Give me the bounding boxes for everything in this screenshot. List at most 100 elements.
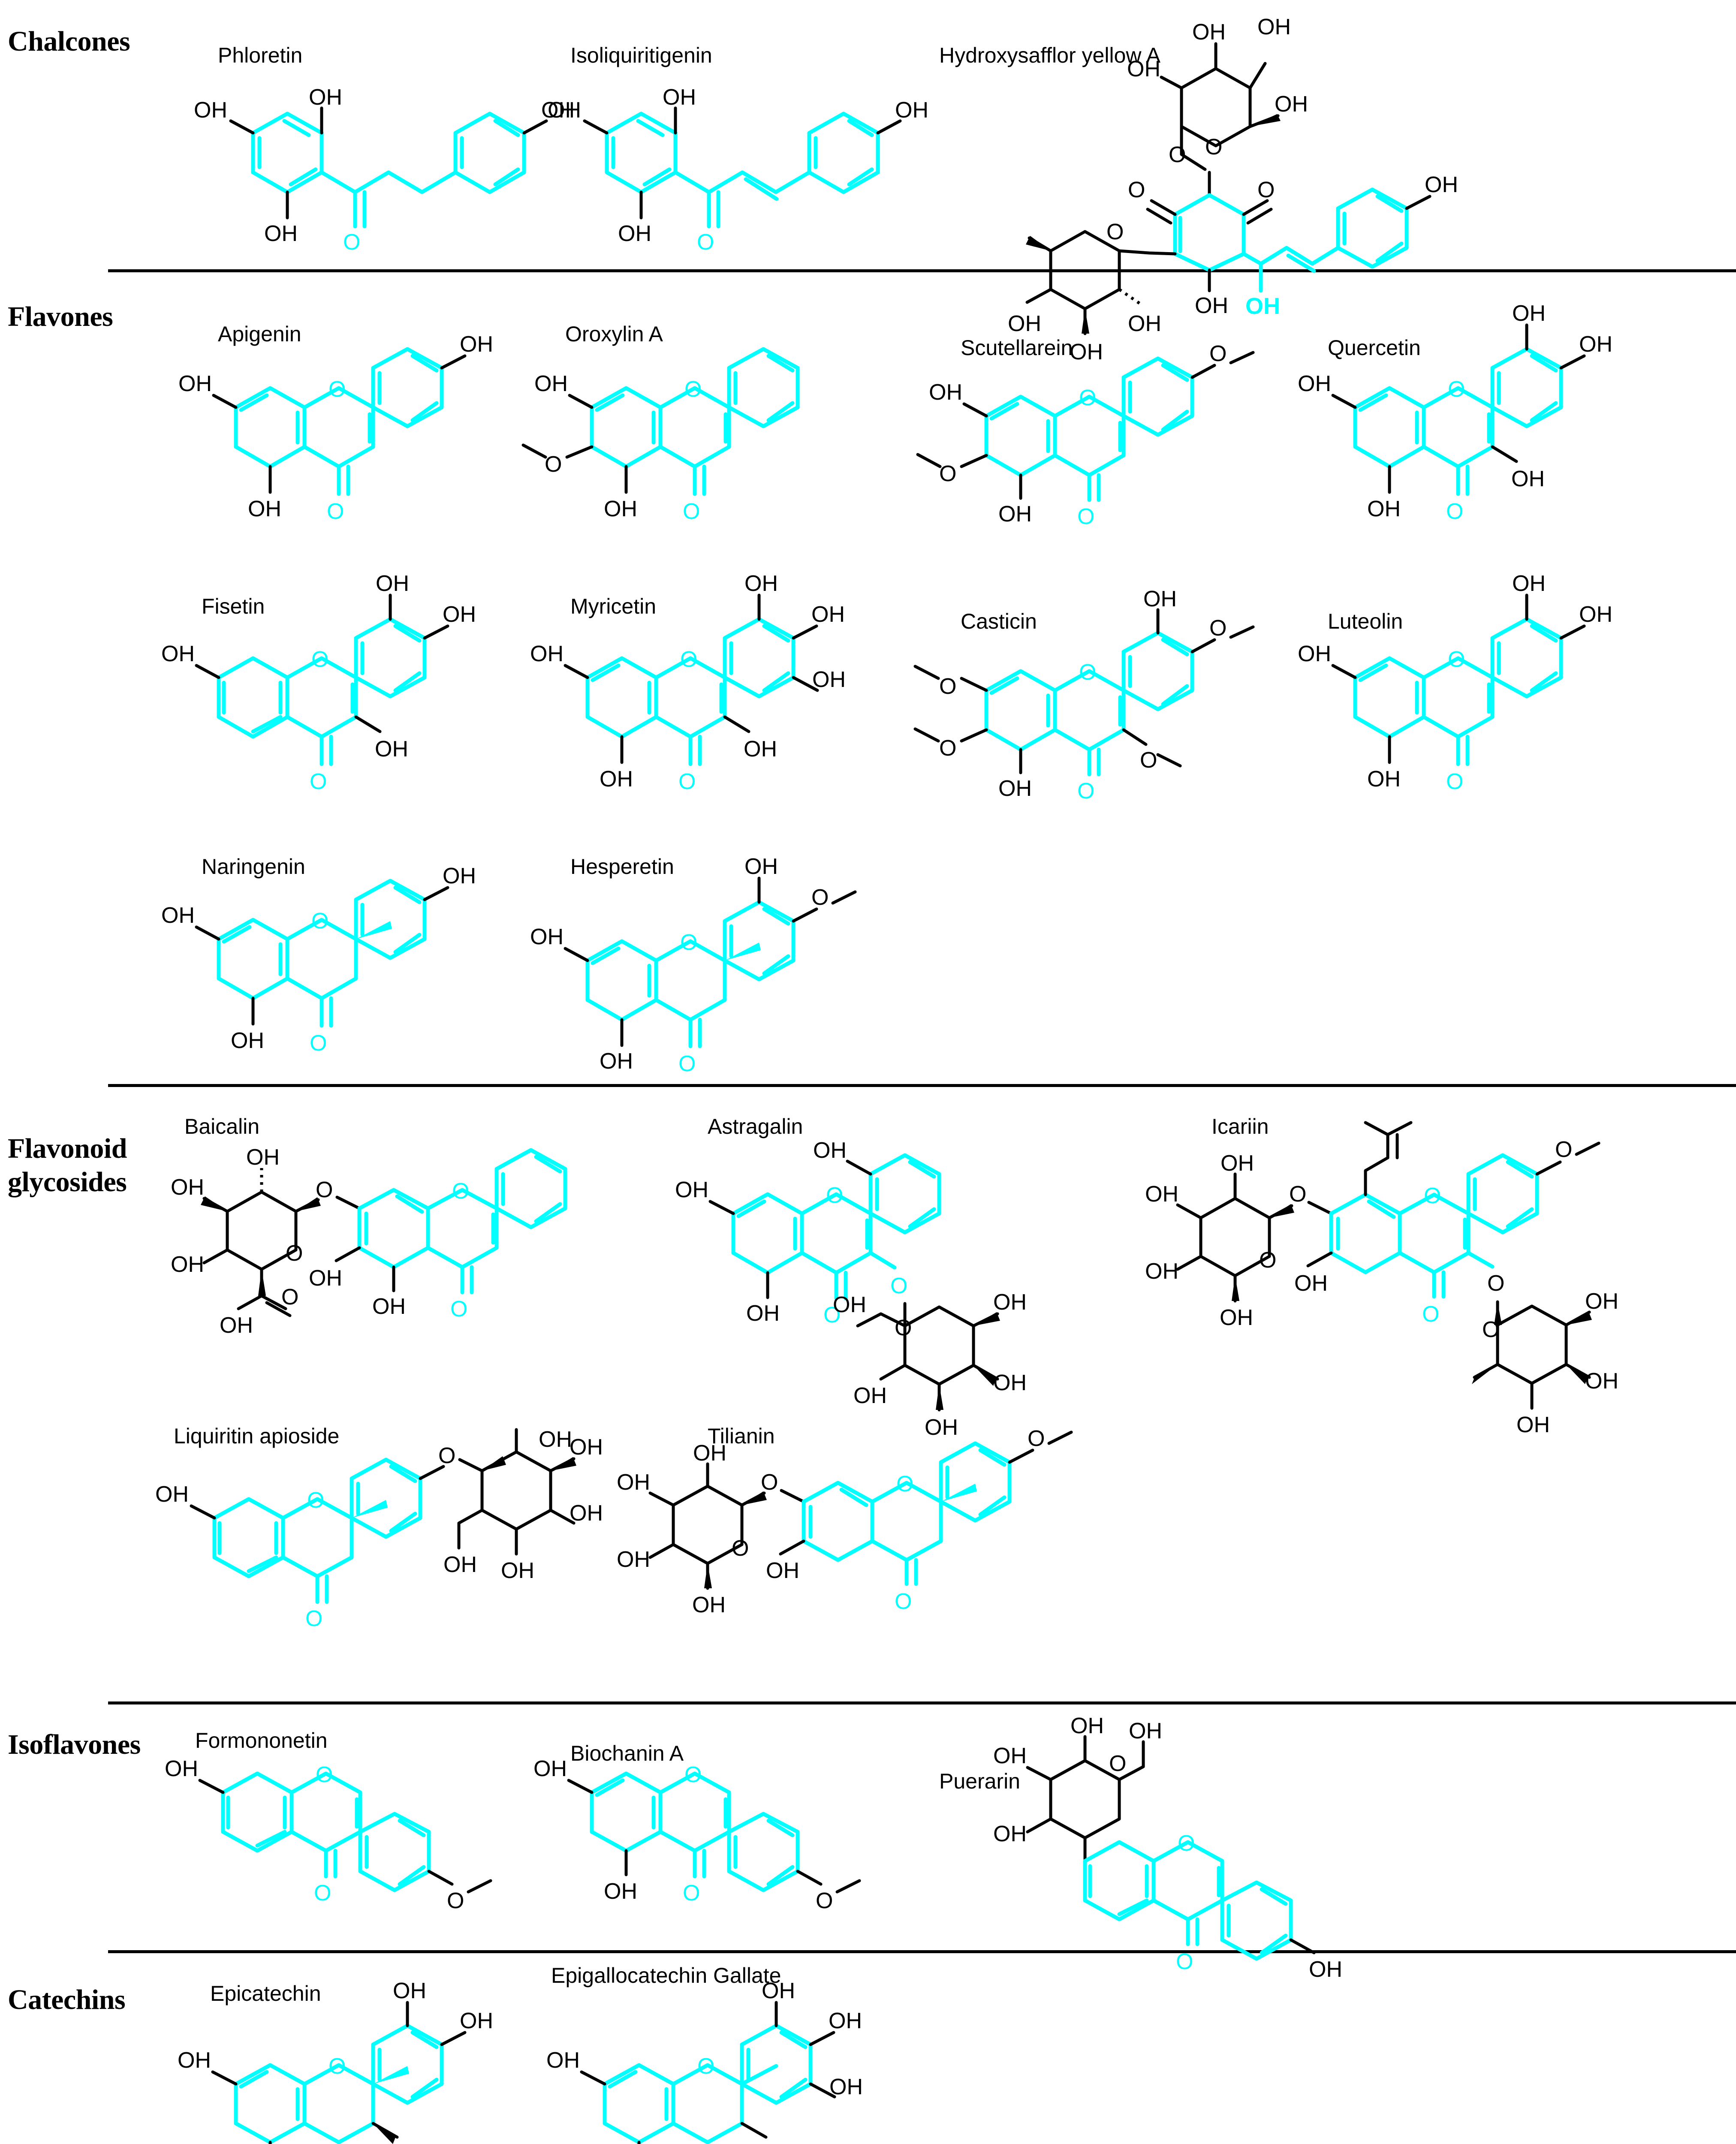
compound-name-icariin: Icariin: [1212, 1114, 1269, 1138]
svg-text:OH: OH: [1129, 1719, 1162, 1744]
svg-text:OH: OH: [375, 737, 408, 762]
svg-text:OH: OH: [1221, 1151, 1254, 1176]
svg-text:OH: OH: [155, 1482, 189, 1507]
svg-text:OH: OH: [604, 497, 637, 521]
svg-text:O: O: [683, 1881, 700, 1906]
svg-text:O: O: [1209, 616, 1227, 641]
svg-text:O: O: [939, 674, 956, 699]
svg-text:O: O: [680, 930, 697, 955]
structure-biochanin-a: OH OH O O O: [533, 1741, 926, 1947]
svg-text:OH: OH: [530, 641, 564, 666]
svg-text:OH: OH: [998, 502, 1032, 527]
svg-text:O: O: [1128, 178, 1145, 202]
svg-text:OH: OH: [812, 667, 846, 692]
compound-name-liquiritin-apioside: Liquiritin apioside: [174, 1424, 340, 1448]
svg-text:O: O: [438, 1443, 455, 1468]
compound-name-tilianin: Tilianin: [708, 1424, 775, 1448]
svg-text:OH: OH: [392, 2141, 425, 2144]
svg-text:O: O: [450, 1297, 467, 1322]
svg-text:OH: OH: [853, 1383, 887, 1408]
compound-name-epicatechin: Epicatechin: [210, 1981, 321, 2005]
svg-text:OH: OH: [530, 924, 564, 949]
svg-text:OH: OH: [1516, 1412, 1550, 1437]
svg-text:OH: OH: [1070, 1713, 1104, 1738]
svg-text:O: O: [310, 1031, 327, 1056]
svg-text:O: O: [816, 1888, 833, 1913]
svg-text:O: O: [1176, 1949, 1193, 1974]
svg-text:OH: OH: [1294, 1271, 1328, 1296]
svg-text:O: O: [281, 1285, 298, 1310]
compound-name-luteolin: Luteolin: [1328, 609, 1403, 633]
svg-text:OH: OH: [1220, 1305, 1253, 1330]
svg-text:OH: OH: [744, 571, 778, 596]
svg-text:O: O: [823, 1303, 841, 1328]
svg-text:OH: OH: [692, 1593, 726, 1617]
svg-text:O: O: [314, 1881, 331, 1906]
compound-name-oroxylin-a: Oroxylin A: [565, 322, 663, 346]
svg-text:O: O: [343, 230, 360, 255]
svg-text:O: O: [327, 499, 344, 524]
svg-text:O: O: [939, 461, 956, 486]
compound-name-baicalin: Baicalin: [184, 1114, 260, 1138]
structure-oroxylin-a: OH O OH O O: [521, 330, 905, 536]
structure-phloretin: OH OH OH O OH: [180, 81, 575, 262]
svg-text:OH: OH: [1579, 332, 1612, 357]
structure-astragalin: OH OH O O OH O O OH OH OH OH OH: [675, 1132, 1175, 1449]
svg-text:OH: OH: [746, 1301, 780, 1326]
svg-text:OH: OH: [165, 1756, 198, 1781]
svg-text:O: O: [890, 1274, 907, 1298]
structure-hydroxysafflor-yellow-a: OH OH OH OH O O O O OH OH OH O: [1008, 13, 1733, 364]
svg-text:O: O: [1422, 1302, 1439, 1327]
svg-text:O: O: [678, 769, 696, 794]
svg-text:OH: OH: [693, 1441, 726, 1466]
structure-tilianin: O OH OH OH OH O OH O O O: [617, 1426, 1136, 1655]
svg-text:OH: OH: [1511, 467, 1545, 491]
svg-text:OH: OH: [460, 332, 493, 357]
svg-text:OH: OH: [1145, 1182, 1178, 1207]
structure-isoliquiritigenin: OH OH OH O OH: [534, 81, 928, 262]
svg-text:O: O: [452, 1179, 469, 1204]
svg-text:OH: OH: [833, 1292, 866, 1317]
svg-text:O: O: [286, 1241, 303, 1266]
svg-text:OH: OH: [443, 864, 476, 888]
svg-text:O: O: [305, 1606, 322, 1631]
svg-text:OH: OH: [1070, 340, 1103, 364]
svg-text:O: O: [1205, 135, 1222, 160]
section-divider-2: [108, 1084, 1736, 1087]
svg-text:O: O: [329, 377, 346, 402]
structure-icariin: O OH OH OH OH O OH O O O O O OH: [1145, 1111, 1733, 1454]
class-label-flavones: Flavones: [8, 301, 113, 332]
compound-name-apigenin: Apigenin: [218, 322, 301, 346]
svg-text:OH: OH: [1367, 767, 1401, 792]
structure-naringenin: OH OH O O OH: [161, 862, 553, 1063]
svg-text:OH: OH: [1195, 293, 1228, 318]
structure-apigenin: OH OH O O OH: [178, 330, 549, 536]
svg-text:OH: OH: [993, 1290, 1027, 1315]
svg-text:OH: OH: [309, 1266, 342, 1291]
structure-myricetin: OH OH O O OH OH OH OH: [530, 571, 943, 806]
svg-text:OH: OH: [762, 1978, 795, 2003]
svg-text:OH: OH: [161, 641, 195, 666]
compound-name-epigallocatechin-gallate: Epigallocatechin Gallate: [551, 1963, 781, 1987]
svg-text:OH: OH: [460, 2008, 493, 2033]
svg-text:OH: OH: [925, 1415, 958, 1440]
structure-formononetin: OH O O O: [165, 1741, 558, 1947]
svg-text:OH: OH: [993, 1744, 1027, 1768]
svg-text:OH: OH: [1192, 20, 1226, 45]
class-label-isoflavones: Isoflavones: [8, 1729, 141, 1760]
svg-text:O: O: [1140, 748, 1157, 773]
structure-casticin: O O OH O O O OH O: [913, 587, 1321, 810]
compound-name-hydroxysafflor-yellow-a: Hydroxysafflor yellow A: [939, 43, 1160, 67]
svg-text:OH: OH: [501, 1558, 534, 1583]
svg-text:O: O: [316, 1177, 333, 1202]
svg-text:OH: OH: [1585, 1369, 1618, 1394]
svg-text:O: O: [684, 1762, 702, 1787]
svg-text:OH: OH: [744, 854, 778, 879]
svg-text:OH: OH: [539, 1427, 572, 1452]
svg-text:O: O: [447, 1888, 464, 1913]
svg-text:OH: OH: [533, 1756, 567, 1781]
structure-fisetin: OH O O OH OH OH: [161, 571, 553, 806]
svg-text:O: O: [678, 1051, 696, 1076]
compound-name-scutellarein: Scutellarein: [961, 336, 1073, 360]
compound-name-myricetin: Myricetin: [570, 594, 657, 618]
